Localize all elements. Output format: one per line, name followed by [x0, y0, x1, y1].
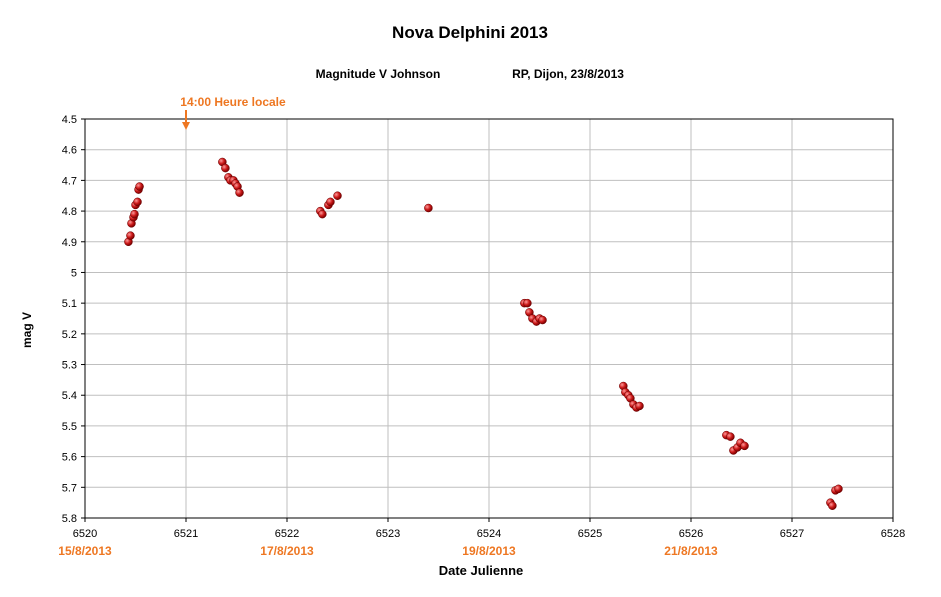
y-tick-label: 4.6: [62, 145, 77, 157]
data-point: [133, 197, 142, 207]
data-point: [834, 484, 843, 494]
x-tick-label: 6520: [73, 528, 97, 540]
data-point: [221, 163, 230, 173]
x-tick-label: 6524: [477, 528, 501, 540]
data-point: [726, 432, 735, 441]
y-axis-ticks: 4.5 4.6 4.7 4.8 4.9 5 5.1 5.2 5.3 5.4 5.5 5.6 5.7 5.8: [62, 114, 85, 525]
data-point: [523, 298, 532, 308]
y-tick-label: 5.6: [62, 452, 77, 464]
date-label: 19/8/2013: [462, 544, 516, 558]
data-point: [333, 191, 342, 200]
data-point: [130, 209, 139, 219]
y-tick-label: 5.1: [62, 298, 77, 310]
chart-title: Nova Delphini 2013: [392, 23, 548, 42]
data-points: [124, 157, 843, 510]
data-point: [126, 231, 135, 240]
annotation-arrow-head: [182, 122, 190, 130]
data-point: [135, 182, 144, 191]
annotation-label: 14:00 Heure locale: [180, 95, 286, 109]
x-tick-label: 6521: [174, 528, 198, 540]
chart-subtitle-left: Magnitude V Johnson: [316, 67, 441, 81]
y-tick-label: 5.7: [62, 482, 77, 494]
chart-subtitle-right: RP, Dijon, 23/8/2013: [512, 67, 624, 81]
y-tick-label: 4.8: [62, 206, 77, 218]
y-tick-label: 4.7: [62, 175, 77, 187]
data-point: [740, 441, 749, 451]
data-point: [235, 188, 244, 197]
x-axis-ticks: 6520 6521 6522 6523 6524 6525 6526 6527 6528: [73, 518, 905, 540]
x-tick-label: 6522: [275, 528, 299, 540]
y-tick-label: 5.2: [62, 329, 77, 341]
y-axis-label: mag V: [20, 312, 34, 348]
y-tick-label: 5.4: [62, 390, 77, 402]
date-label: 21/8/2013: [664, 544, 718, 558]
data-point: [828, 501, 837, 510]
y-tick-label: 5.5: [62, 421, 77, 433]
x-tick-label: 6525: [578, 528, 602, 540]
y-tick-label: 5: [71, 267, 77, 279]
x-tick-label: 6526: [679, 528, 703, 540]
x-tick-label: 6527: [780, 528, 804, 540]
grid: [84, 118, 894, 519]
annotation: 14:00 Heure locale: [180, 95, 286, 130]
data-point: [424, 203, 433, 213]
date-label: 15/8/2013: [58, 544, 112, 558]
y-tick-label: 4.5: [62, 114, 77, 126]
data-point: [318, 209, 327, 219]
x-axis-label: Date Julienne: [439, 563, 524, 578]
date-labels: 15/8/2013 17/8/2013 19/8/2013 21/8/2013: [58, 544, 718, 558]
data-point: [326, 197, 335, 207]
date-label: 17/8/2013: [260, 544, 314, 558]
x-tick-label: 6523: [376, 528, 400, 540]
y-tick-label: 5.3: [62, 360, 77, 372]
y-tick-label: 5.8: [62, 513, 77, 525]
x-tick-label: 6528: [881, 528, 905, 540]
data-point: [635, 401, 644, 411]
data-point: [538, 315, 547, 325]
y-tick-label: 4.9: [62, 237, 77, 249]
